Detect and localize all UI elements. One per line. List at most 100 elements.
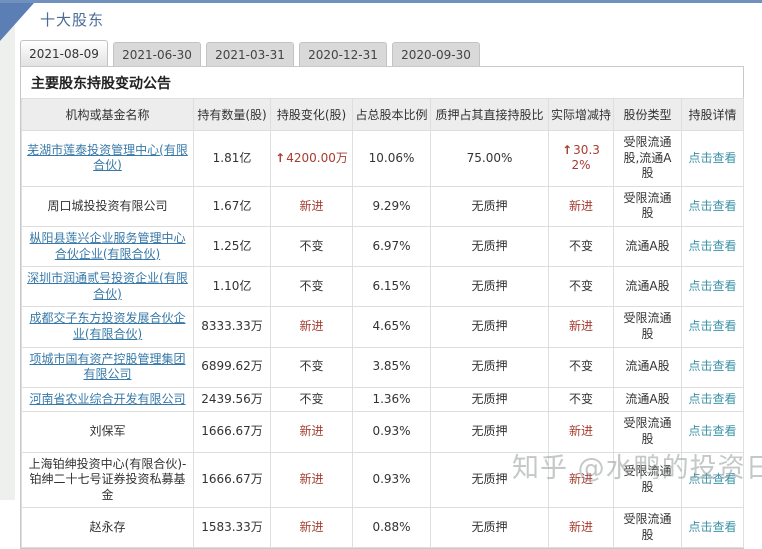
holding-change-value: 不变 xyxy=(299,278,324,293)
actual-increase-decrease-value: 30.32% xyxy=(571,142,600,173)
detail-link[interactable]: 点击查看 xyxy=(688,520,737,535)
holding-quantity: 1.25亿 xyxy=(193,225,271,268)
shareholder-name-link[interactable]: 芜湖市莲泰投资管理中心(有限合伙) xyxy=(27,142,188,173)
top-accent-line xyxy=(0,0,762,3)
holding-change: 不变 xyxy=(270,386,353,413)
shareholder-name-cell: 项城市国有资产控股管理集团有限公司 xyxy=(21,346,194,388)
table-row: 周口城投投资有限公司 1.67亿 新进 9.29% 无质押 新进 受限流通股 点击查看 xyxy=(21,185,744,227)
panel-heading: 主要股东持股变动公告 xyxy=(31,76,171,92)
capital-ratio: 0.93% xyxy=(352,451,431,509)
detail-link[interactable]: 点击查看 xyxy=(688,319,737,334)
column-header-col-detail: 持股详情 xyxy=(681,98,744,131)
holding-change: 新进 xyxy=(270,306,353,348)
holding-change: 不变 xyxy=(270,266,353,308)
holding-change-value: 新进 xyxy=(299,319,324,334)
capital-ratio: 0.88% xyxy=(352,507,431,549)
detail-link[interactable]: 点击查看 xyxy=(688,424,737,439)
share-type: 受限流通股 xyxy=(613,411,682,453)
shareholder-name-link[interactable]: 项城市国有资产控股管理集团有限公司 xyxy=(29,351,186,382)
shareholder-name-link[interactable]: 枞阳县莲兴企业服务管理中心合伙企业(有限合伙) xyxy=(29,230,186,261)
table-row: 赵永存 1583.33万 新进 0.88% 无质押 新进 受限流通股 点击查看 xyxy=(21,507,744,549)
actual-increase-decrease-value: 不变 xyxy=(568,238,593,253)
shareholder-name-cell: 上海铂绅投资中心(有限合伙)-铂绅二十七号证券投资私募基金 xyxy=(21,451,194,509)
column-header-col-name: 机构或基金名称 xyxy=(21,98,194,131)
share-type: 受限流通股 xyxy=(613,451,682,509)
shareholder-name-cell: 周口城投投资有限公司 xyxy=(21,185,194,227)
shareholder-name-cell: 河南省农业综合开发有限公司 xyxy=(21,386,194,413)
capital-ratio: 9.29% xyxy=(352,185,431,227)
shareholder-name-cell: 成都交子东方投资发展合伙企业(有限合伙) xyxy=(21,306,194,348)
column-header-col-capital-ratio: 占总股本比例 xyxy=(352,98,431,131)
detail-cell: 点击查看 xyxy=(681,451,744,509)
holding-change-value: 不变 xyxy=(299,359,324,374)
holding-change-value: 不变 xyxy=(299,238,324,253)
share-type: 受限流通股 xyxy=(613,185,682,227)
actual-increase-decrease: 新进 xyxy=(548,185,614,227)
shareholder-name-link[interactable]: 深圳市润通贰号投资企业(有限合伙) xyxy=(27,271,188,301)
shareholders-table: 机构或基金名称 持有数量(股) 持股变化(股) 占总股本比例 质押占其直接持股比 实际增减… xyxy=(21,98,744,549)
holding-quantity: 1.67亿 xyxy=(193,185,271,227)
capital-ratio: 4.65% xyxy=(352,306,431,348)
capital-ratio: 1.36% xyxy=(352,386,431,413)
holding-quantity: 8333.33万 xyxy=(193,306,271,348)
detail-cell: 点击查看 xyxy=(681,130,744,187)
actual-increase-decrease: ↑30.32% xyxy=(548,130,614,187)
pledge-ratio: 无质押 xyxy=(430,306,549,348)
holding-quantity: 2439.56万 xyxy=(193,386,271,413)
shareholder-name: 上海铂绅投资中心(有限合伙)-铂绅二十七号证券投资私募基金 xyxy=(28,456,187,502)
detail-cell: 点击查看 xyxy=(681,411,744,453)
capital-ratio: 0.93% xyxy=(352,411,431,453)
holding-change-value: 新进 xyxy=(299,520,324,535)
holding-change-value: 新进 xyxy=(299,424,324,439)
table-row: 芜湖市莲泰投资管理中心(有限合伙) 1.81亿 ↑4200.00万 10.06% 75.… xyxy=(21,130,744,187)
shareholder-name-cell: 刘保军 xyxy=(21,411,194,453)
capital-ratio: 3.85% xyxy=(352,346,431,388)
detail-cell: 点击查看 xyxy=(681,266,744,308)
detail-cell: 点击查看 xyxy=(681,225,744,268)
detail-link[interactable]: 点击查看 xyxy=(688,472,737,487)
actual-increase-decrease: 新进 xyxy=(548,451,614,509)
holding-change-value: 不变 xyxy=(299,391,324,406)
table-row: 项城市国有资产控股管理集团有限公司 6899.62万 不变 3.85% 无质押 不变 流通A… xyxy=(21,346,744,388)
detail-link[interactable]: 点击查看 xyxy=(688,238,737,253)
detail-link[interactable]: 点击查看 xyxy=(688,359,737,374)
holding-quantity: 1666.67万 xyxy=(193,411,271,453)
actual-increase-decrease-value: 不变 xyxy=(568,359,593,374)
actual-increase-decrease-value: 新进 xyxy=(568,520,593,535)
actual-increase-decrease: 不变 xyxy=(548,225,614,268)
date-tab-3[interactable]: 2020-12-31 xyxy=(299,42,387,66)
capital-ratio: 6.15% xyxy=(352,266,431,308)
holding-change: 新进 xyxy=(270,185,353,227)
holding-quantity: 1.10亿 xyxy=(193,266,271,308)
date-tab-1[interactable]: 2021-06-30 xyxy=(113,42,201,66)
actual-increase-decrease-value: 新进 xyxy=(568,424,593,439)
shareholder-name: 赵永存 xyxy=(89,520,126,535)
detail-link[interactable]: 点击查看 xyxy=(688,391,737,406)
detail-cell: 点击查看 xyxy=(681,386,744,413)
table-row: 深圳市润通贰号投资企业(有限合伙) 1.10亿 不变 6.15% 无质押 不变 流通A股 点击… xyxy=(21,266,744,308)
detail-link[interactable]: 点击查看 xyxy=(688,278,737,293)
actual-increase-decrease: 不变 xyxy=(548,346,614,388)
share-type: 流通A股 xyxy=(613,346,682,388)
detail-link[interactable]: 点击查看 xyxy=(688,150,737,165)
shareholder-name-link[interactable]: 成都交子东方投资发展合伙企业(有限合伙) xyxy=(29,311,186,341)
column-header-col-change: 持股变化(股) xyxy=(270,98,353,131)
shareholder-name-cell: 赵永存 xyxy=(21,507,194,549)
table-row: 成都交子东方投资发展合伙企业(有限合伙) 8333.33万 新进 4.65% 无质押 新进… xyxy=(21,306,744,348)
table-row: 上海铂绅投资中心(有限合伙)-铂绅二十七号证券投资私募基金 1666.67万 新进 0… xyxy=(21,451,744,509)
share-type: 受限流通股,流通A股 xyxy=(613,130,682,187)
up-arrow-icon: ↑ xyxy=(275,150,286,165)
detail-link[interactable]: 点击查看 xyxy=(688,198,737,213)
date-tab-4[interactable]: 2020-09-30 xyxy=(392,42,480,66)
table-row: 枞阳县莲兴企业服务管理中心合伙企业(有限合伙) 1.25亿 不变 6.97% 无质押 不变… xyxy=(21,225,744,268)
shareholder-name: 周口城投投资有限公司 xyxy=(47,198,168,213)
share-type: 流通A股 xyxy=(613,266,682,308)
corner-triangle-decoration xyxy=(0,3,34,41)
shareholder-name-link[interactable]: 河南省农业综合开发有限公司 xyxy=(29,391,186,406)
actual-increase-decrease: 新进 xyxy=(548,507,614,549)
pledge-ratio: 无质押 xyxy=(430,411,549,453)
holding-quantity: 1.81亿 xyxy=(193,130,271,187)
pledge-ratio: 无质押 xyxy=(430,225,549,268)
date-tab-2[interactable]: 2021-03-31 xyxy=(206,42,294,66)
date-tab-0[interactable]: 2021-08-09 xyxy=(20,40,108,66)
